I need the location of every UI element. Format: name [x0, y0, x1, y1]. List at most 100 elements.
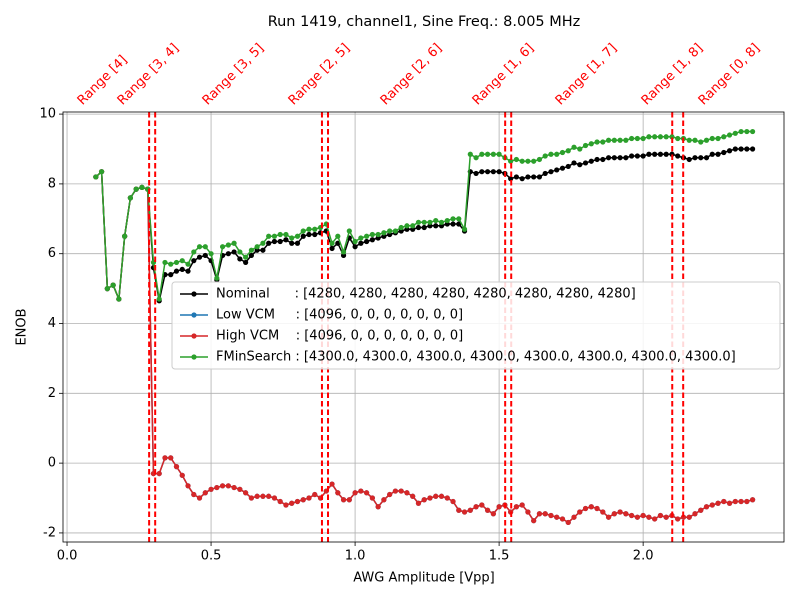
y-tick-label: 10 [39, 107, 56, 122]
data-point [721, 498, 727, 505]
data-point [600, 139, 606, 145]
data-point [715, 151, 721, 157]
data-point [185, 261, 191, 267]
data-point [346, 497, 352, 503]
data-point [698, 507, 704, 513]
data-point [490, 511, 496, 517]
data-point [726, 148, 733, 154]
x-tick-label: 0.0 [57, 549, 78, 564]
data-point [634, 135, 640, 142]
legend-marker [191, 312, 197, 318]
data-point [104, 286, 110, 292]
y-tick-label: 2 [48, 386, 56, 401]
data-point [306, 495, 312, 501]
data-point [531, 518, 537, 524]
data-point [433, 223, 439, 229]
data-point [473, 504, 479, 510]
data-point [191, 491, 197, 498]
x-axis-label: AWG Amplitude [Vpp] [353, 571, 495, 586]
data-point [196, 254, 203, 260]
data-point [582, 505, 589, 512]
data-point [364, 490, 370, 496]
data-point [663, 151, 669, 157]
data-point [750, 146, 756, 152]
data-point [266, 240, 272, 246]
data-point [594, 156, 600, 163]
data-point [294, 240, 301, 246]
data-point [594, 139, 600, 145]
y-tick-label: 8 [48, 176, 56, 191]
x-tick-label: 1.5 [489, 549, 510, 564]
y-tick-label: 0 [48, 456, 56, 471]
data-point [225, 242, 231, 248]
data-point [421, 219, 427, 225]
data-point [127, 195, 134, 201]
data-point [266, 493, 272, 499]
data-point [196, 495, 203, 501]
data-point [254, 493, 260, 499]
data-point [162, 259, 168, 266]
data-point [392, 228, 399, 234]
data-point [398, 488, 404, 494]
y-tick-label: 6 [48, 246, 56, 261]
data-point [646, 134, 652, 140]
data-point [168, 455, 174, 461]
data-point [179, 258, 185, 264]
data-point [444, 217, 450, 224]
data-point [392, 488, 399, 494]
data-point [652, 151, 658, 157]
data-point [565, 163, 571, 170]
data-point [657, 151, 664, 157]
data-point [271, 495, 278, 501]
data-point [744, 498, 750, 505]
data-point [640, 512, 646, 519]
data-point [98, 169, 105, 175]
data-point [237, 249, 243, 255]
data-point [646, 151, 652, 157]
data-point [173, 268, 180, 274]
data-point [508, 176, 514, 182]
data-point [548, 512, 554, 519]
data-point [352, 244, 358, 250]
data-point [513, 504, 519, 510]
data-point [404, 490, 410, 496]
data-point [387, 228, 393, 234]
data-point [726, 132, 733, 138]
data-point [410, 223, 416, 229]
data-point [162, 455, 168, 461]
data-point [536, 511, 543, 517]
data-point [438, 219, 445, 225]
data-point [375, 231, 381, 238]
data-point [750, 128, 756, 135]
data-point [703, 137, 710, 143]
data-point [335, 490, 341, 496]
data-point [289, 240, 295, 246]
data-point [364, 238, 370, 245]
data-point [329, 481, 335, 487]
data-point [456, 216, 462, 222]
data-point [369, 237, 375, 243]
data-point [617, 155, 623, 161]
data-point [629, 153, 635, 159]
data-point [652, 516, 658, 522]
data-point [271, 233, 278, 239]
data-point [646, 514, 652, 520]
data-point [168, 272, 174, 278]
data-point [686, 156, 692, 163]
legend-label: FMinSearch : [4300.0, 4300.0, 4300.0, 43… [216, 350, 736, 365]
data-point [479, 151, 485, 157]
data-point [634, 153, 640, 159]
data-point [721, 134, 727, 140]
data-point [663, 134, 669, 140]
data-point [231, 484, 237, 491]
data-point [750, 497, 756, 503]
data-point [663, 514, 669, 520]
data-point [623, 137, 629, 143]
data-point [519, 176, 525, 182]
data-point [116, 296, 122, 302]
data-point [369, 231, 375, 238]
data-point [243, 490, 249, 496]
data-point [214, 484, 220, 491]
data-point [692, 511, 698, 517]
